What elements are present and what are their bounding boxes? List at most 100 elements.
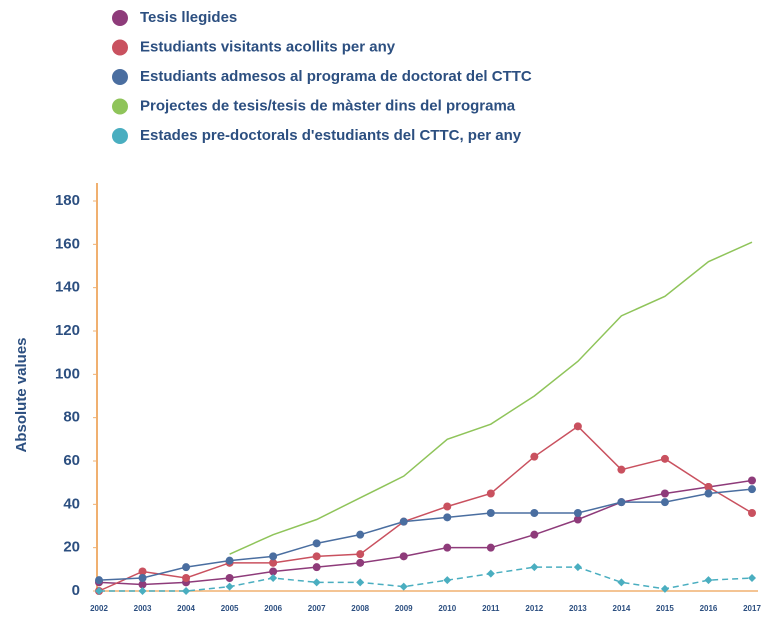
data-point — [660, 584, 669, 593]
data-point — [748, 476, 756, 485]
x-tick-label: 2008 — [351, 604, 369, 613]
y-tick-label: 0 — [72, 582, 80, 599]
data-point — [704, 576, 713, 585]
x-tick-label: 2005 — [221, 604, 239, 613]
data-point — [617, 465, 626, 474]
legend-marker — [112, 39, 128, 56]
data-point — [182, 563, 191, 572]
series-line — [229, 241, 753, 555]
legend-label: Projectes de tesis/tesis de màster dins … — [140, 97, 516, 114]
data-point — [486, 489, 495, 498]
data-point — [269, 552, 278, 561]
legend-label: Estudiants visitants acollits per any — [140, 38, 396, 55]
legend-label: Tesis llegides — [140, 9, 237, 26]
data-point — [269, 567, 278, 576]
data-point — [530, 452, 539, 461]
data-point — [530, 563, 539, 572]
data-point — [269, 574, 278, 582]
x-tick-label: 2011 — [482, 604, 500, 613]
series-line — [98, 488, 753, 581]
data-point — [225, 574, 234, 582]
series-line — [98, 479, 753, 586]
data-point — [573, 509, 582, 517]
x-tick-label: 2009 — [395, 604, 413, 613]
y-tick-label: 60 — [63, 452, 80, 469]
y-tick-label: 80 — [63, 409, 80, 426]
data-point — [486, 569, 495, 578]
x-tick-label: 2013 — [569, 604, 587, 613]
x-tick-label: 2014 — [613, 604, 631, 613]
legend-marker — [112, 10, 128, 26]
data-point — [356, 558, 365, 567]
legend-marker — [112, 69, 128, 85]
x-tick-label: 2010 — [438, 604, 456, 613]
x-tick-label: 2015 — [656, 604, 674, 613]
data-point — [443, 576, 452, 585]
data-point — [486, 509, 495, 517]
legend-label: Estudiants admesos al programa de doctor… — [140, 68, 532, 85]
data-point — [182, 574, 191, 582]
y-tick-label: 100 — [55, 365, 80, 382]
x-tick-label: 2012 — [525, 604, 543, 613]
data-point — [748, 509, 756, 517]
y-tick-label: 40 — [63, 495, 80, 512]
data-point — [748, 485, 756, 494]
data-point — [443, 513, 452, 522]
data-point — [486, 543, 495, 552]
y-tick-label: 160 — [55, 235, 80, 252]
data-point — [312, 578, 321, 587]
data-point — [95, 576, 103, 585]
data-point — [312, 552, 321, 561]
y-axis-label: Absolute values — [13, 337, 30, 452]
data-point — [138, 587, 147, 595]
data-point — [95, 587, 103, 595]
data-point — [530, 530, 539, 539]
legend-label: Estades pre-doctorals d'estudiants del C… — [140, 127, 522, 144]
x-tick-label: 2004 — [177, 604, 195, 613]
x-tick-label: 2016 — [700, 604, 718, 613]
legend-marker — [112, 98, 128, 115]
data-point — [225, 582, 234, 591]
y-tick-label: 20 — [63, 539, 80, 556]
data-point — [138, 567, 147, 576]
y-tick-label: 140 — [55, 279, 80, 296]
data-point — [573, 563, 582, 572]
data-point — [660, 489, 669, 498]
x-tick-label: 2006 — [264, 604, 282, 613]
data-point — [660, 498, 669, 507]
data-point — [356, 550, 365, 559]
data-point — [399, 552, 408, 561]
data-point — [573, 515, 582, 524]
data-point — [138, 574, 147, 582]
data-point — [617, 578, 626, 587]
data-point — [182, 587, 191, 595]
data-point — [443, 543, 452, 552]
data-point — [356, 530, 365, 539]
data-point — [399, 517, 408, 526]
data-point — [573, 422, 582, 431]
data-point — [704, 483, 713, 491]
data-point — [312, 563, 321, 572]
data-point — [530, 509, 539, 517]
legend-marker — [112, 128, 128, 144]
data-point — [748, 574, 756, 582]
series-line — [99, 566, 753, 592]
x-tick-label: 2003 — [134, 604, 152, 613]
y-tick-label: 120 — [55, 322, 80, 339]
data-point — [617, 498, 626, 507]
data-point — [704, 489, 713, 498]
data-point — [443, 502, 452, 511]
data-point — [138, 580, 147, 589]
x-tick-label: 2002 — [90, 604, 108, 613]
y-tick-label: 180 — [55, 192, 80, 209]
data-point — [312, 539, 321, 548]
data-point — [660, 454, 669, 463]
x-tick-label: 2007 — [308, 604, 326, 613]
series-line — [98, 425, 753, 592]
data-point — [356, 578, 365, 587]
data-point — [225, 556, 234, 565]
data-point — [269, 558, 278, 567]
data-point — [399, 582, 408, 591]
x-tick-label: 2017 — [743, 604, 761, 613]
